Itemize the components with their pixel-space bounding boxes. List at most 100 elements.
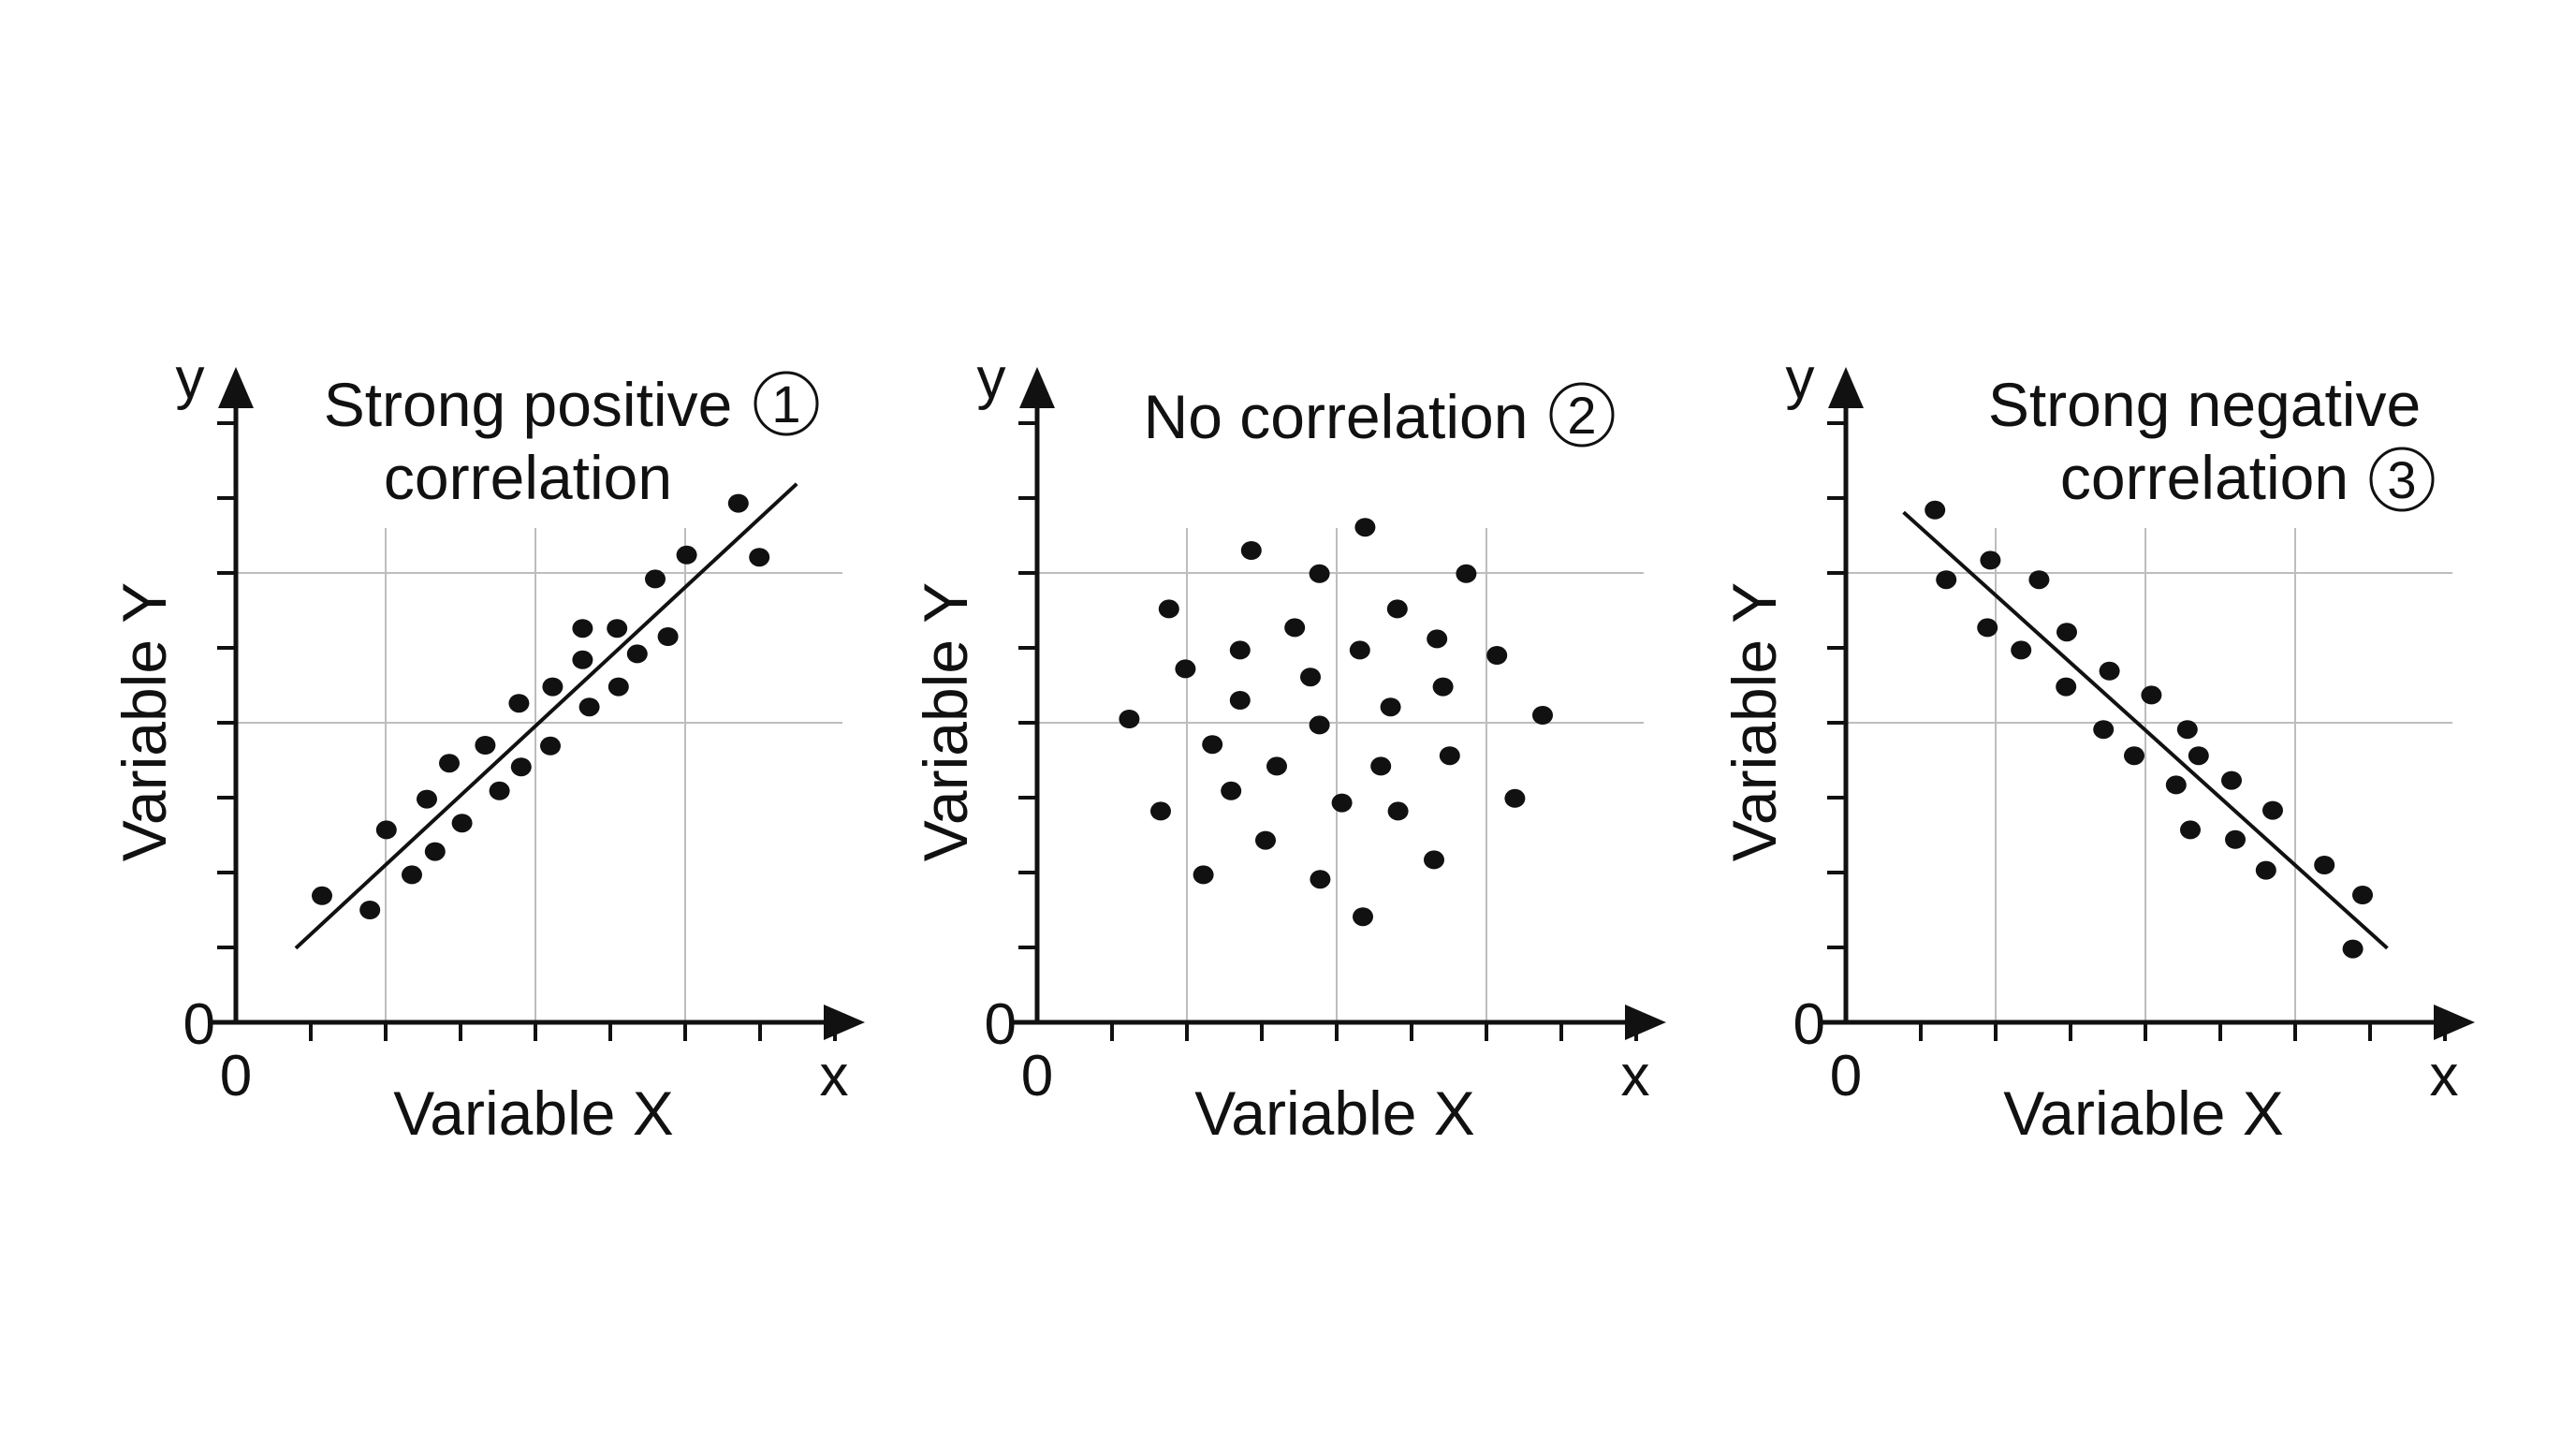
data-point [1229,640,1251,660]
chart-title-line: correlation [2060,443,2349,512]
data-point [489,781,510,800]
data-point [2141,685,2162,705]
data-point [1310,870,1331,889]
x-axis-label: Variable X [1194,1078,1475,1148]
data-point [578,697,600,717]
data-point [1386,599,1408,619]
x-axis-letter: x [2430,1044,2459,1108]
x-axis-label: Variable X [393,1078,674,1148]
y-axis-letter: y [1786,346,1815,411]
data-point [1977,618,1998,638]
data-point [607,619,628,638]
data-point [2225,829,2246,849]
data-point [1504,788,1526,808]
data-point [2176,720,2198,740]
y-axis-arrow-icon [1019,367,1055,408]
data-point [2180,820,2201,840]
data-point [1424,850,1444,870]
data-point [657,627,679,646]
data-point [2165,775,2187,795]
data-point [1370,756,1392,776]
data-point [1432,677,1454,697]
x-origin-label: 0 [1021,1044,1053,1108]
data-point [2099,661,2120,681]
data-point [1175,659,1196,679]
data-point [475,736,496,755]
data-point [1240,541,1262,560]
data-point [2056,623,2077,642]
data-point [540,736,561,756]
data-point [1331,793,1353,813]
data-point [1349,640,1370,660]
data-point [1354,518,1376,537]
y-origin-label: 0 [183,992,215,1057]
data-point [2314,856,2335,874]
data-point [2028,570,2050,590]
data-point [1456,564,1477,583]
trend-line [1902,510,2389,950]
chart-number-badge: 1 [771,374,800,433]
y-axis-label: Variable Y [110,582,179,861]
data-point [607,677,629,697]
data-point [2255,860,2276,880]
data-point [1980,550,2001,570]
data-point [1119,710,1140,728]
data-point [1284,618,1306,638]
x-origin-label: 0 [220,1044,252,1108]
data-point [2221,770,2242,790]
data-point [1202,735,1223,755]
data-point [1193,865,1214,885]
chart-number-badge: 3 [2387,450,2416,509]
data-point [439,754,460,773]
data-point [402,865,422,885]
data-point [312,886,332,905]
data-point [645,569,666,589]
data-point [2262,800,2283,820]
data-point [749,548,770,567]
scatter-chart-2: Variable X Variable Y 00 x y No correlation 2 [911,346,1666,1148]
y-axis-arrow-icon [218,367,254,408]
data-point [417,789,437,809]
x-axis-letter: x [1621,1044,1650,1108]
y-origin-label: 0 [985,992,1017,1057]
data-point [1427,629,1448,649]
data-point [1255,830,1276,850]
y-axis-letter: y [977,346,1006,411]
data-point [676,545,697,565]
badge-circle-icon [754,371,819,436]
y-axis-arrow-icon [1828,367,1864,408]
data-point [1380,697,1401,717]
data-point [2093,720,2115,740]
data-point [1387,801,1409,821]
data-point [1925,500,1946,520]
data-point [1439,746,1460,766]
data-point [510,757,532,777]
data-point [572,619,593,638]
badge-circle-icon [1549,382,1615,448]
data-point [626,644,648,664]
data-point [1150,801,1171,821]
scatter-chart-1: Variable X Variable Y 00 x y Strong positivec… [110,346,865,1148]
trend-line [294,482,798,950]
data-point [1309,564,1330,583]
y-axis-letter: y [176,346,205,411]
chart-title-line: correlation [384,443,672,512]
data-point [1486,646,1508,665]
x-axis-letter: x [820,1044,849,1108]
x-origin-label: 0 [1830,1044,1862,1108]
x-axis-label: Variable X [2003,1078,2284,1148]
data-point [1532,706,1553,725]
data-point [451,814,473,833]
data-point [1353,907,1373,927]
data-point [1158,599,1179,619]
data-point [2124,746,2144,766]
data-point [1266,756,1287,776]
data-point [2352,886,2373,904]
chart-title-line: Strong positive [324,370,733,439]
chart-title-line: No correlation [1144,382,1529,451]
data-point [424,842,446,861]
data-point [508,694,530,713]
data-point [359,901,381,919]
